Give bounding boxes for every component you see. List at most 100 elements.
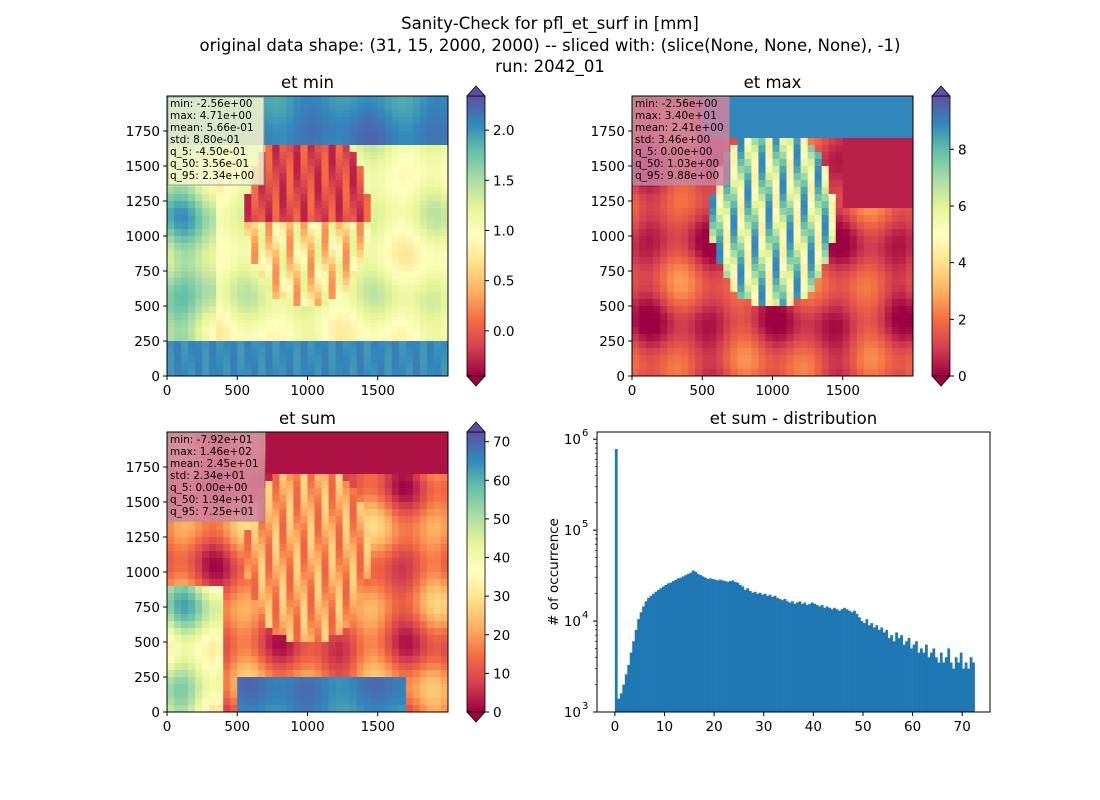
- heatmap-cell: [209, 537, 217, 545]
- heatmap-cell: [258, 677, 266, 685]
- heatmap-cell: [412, 593, 421, 601]
- heatmap-cell: [363, 628, 372, 636]
- heatmap-cell: [891, 243, 900, 251]
- heatmap-cell: [328, 439, 337, 447]
- heatmap-cell: [167, 691, 175, 699]
- heatmap-cell: [786, 187, 795, 195]
- heatmap-cell: [181, 572, 189, 580]
- stats-line: mean: 5.66e-01: [170, 122, 254, 134]
- heatmap-cell: [632, 264, 640, 272]
- heatmap-cell: [223, 215, 231, 223]
- heatmap-cell: [342, 565, 351, 573]
- heatmap-cell: [230, 684, 238, 692]
- heatmap-cell: [674, 313, 682, 321]
- heatmap-cell: [286, 208, 294, 216]
- heatmap-cell: [412, 663, 421, 671]
- heatmap-cell: [237, 285, 245, 293]
- heatmap-cell: [258, 355, 266, 363]
- heatmap-cell: [335, 166, 344, 174]
- heatmap-cell: [314, 215, 323, 223]
- heatmap-cell: [188, 530, 196, 538]
- heatmap-cell: [905, 110, 914, 118]
- heatmap-cell: [433, 684, 442, 692]
- heatmap-cell: [821, 278, 830, 286]
- heatmap-cell: [223, 348, 231, 356]
- heatmap-cell: [286, 180, 294, 188]
- heatmap-cell: [419, 698, 428, 706]
- heatmap-cell: [412, 537, 421, 545]
- heatmap-cell: [307, 208, 316, 216]
- heatmap-cell: [863, 341, 872, 349]
- heatmap-cell: [167, 250, 175, 258]
- heatmap-cell: [237, 586, 245, 594]
- heatmap-cell: [398, 439, 407, 447]
- heatmap-cell: [821, 292, 830, 300]
- heatmap-cell: [279, 180, 287, 188]
- heatmap-cell: [265, 691, 273, 699]
- heatmap-cell: [307, 180, 316, 188]
- heatmap-cell: [870, 285, 879, 293]
- heatmap-cell: [821, 222, 830, 230]
- heatmap-cell: [258, 229, 266, 237]
- x-tick-label: 0: [628, 383, 637, 399]
- heatmap-cell: [653, 369, 661, 377]
- heatmap-cell: [279, 215, 287, 223]
- heatmap-cell: [814, 215, 823, 223]
- heatmap-cell: [765, 166, 774, 174]
- heatmap-cell: [856, 222, 865, 230]
- heatmap-cell: [188, 579, 196, 587]
- heatmap-cell: [433, 103, 442, 111]
- heatmap-cell: [349, 453, 358, 461]
- heatmap-cell: [384, 257, 393, 265]
- heatmap-cell: [342, 439, 351, 447]
- heatmap-cell: [412, 432, 421, 440]
- heatmap-cell: [398, 194, 407, 202]
- heatmap-cell: [723, 355, 731, 363]
- stats-line: min: -2.56e+00: [635, 98, 717, 110]
- heatmap-cell: [688, 278, 696, 286]
- heatmap-cell: [321, 649, 330, 657]
- heatmap-cell: [272, 348, 280, 356]
- heatmap-cell: [405, 131, 414, 139]
- heatmap-cell: [793, 355, 802, 363]
- heatmap-cell: [314, 537, 323, 545]
- heatmap-cell: [279, 523, 287, 531]
- heatmap-cell: [370, 600, 379, 608]
- heatmap-cell: [828, 250, 837, 258]
- heatmap-cell: [828, 236, 837, 244]
- heatmap-cell: [223, 285, 231, 293]
- heatmap-cell: [300, 138, 309, 146]
- heatmap-cell: [412, 474, 421, 482]
- heatmap-cell: [356, 201, 365, 209]
- heatmap-cell: [279, 677, 287, 685]
- heatmap-cell: [293, 362, 301, 370]
- heatmap-cell: [230, 187, 238, 195]
- heatmap-cell: [265, 628, 273, 636]
- heatmap-cell: [681, 292, 689, 300]
- heatmap-cell: [335, 313, 344, 321]
- heatmap-cell: [279, 201, 287, 209]
- heatmap-cell: [765, 159, 774, 167]
- heatmap-cell: [433, 572, 442, 580]
- heatmap-cell: [286, 446, 294, 454]
- heatmap-cell: [251, 586, 259, 594]
- heatmap-cell: [419, 229, 428, 237]
- heatmap-cell: [412, 558, 421, 566]
- heatmap-cell: [737, 194, 745, 202]
- heatmap-cell: [426, 257, 435, 265]
- heatmap-cell: [433, 670, 442, 678]
- heatmap-cell: [272, 551, 280, 559]
- heatmap-cell: [377, 264, 386, 272]
- heatmap-cell: [384, 537, 393, 545]
- heatmap-cell: [195, 313, 203, 321]
- heatmap-cell: [258, 663, 266, 671]
- heatmap-cell: [370, 271, 379, 279]
- heatmap-cell: [695, 341, 703, 349]
- heatmap-cell: [279, 117, 287, 125]
- heatmap-cell: [779, 110, 788, 118]
- heatmap-cell: [216, 355, 224, 363]
- heatmap-cell: [223, 663, 231, 671]
- heatmap-cell: [349, 572, 358, 580]
- colorbar-tick-label: 20: [493, 628, 510, 644]
- heatmap-cell: [174, 313, 182, 321]
